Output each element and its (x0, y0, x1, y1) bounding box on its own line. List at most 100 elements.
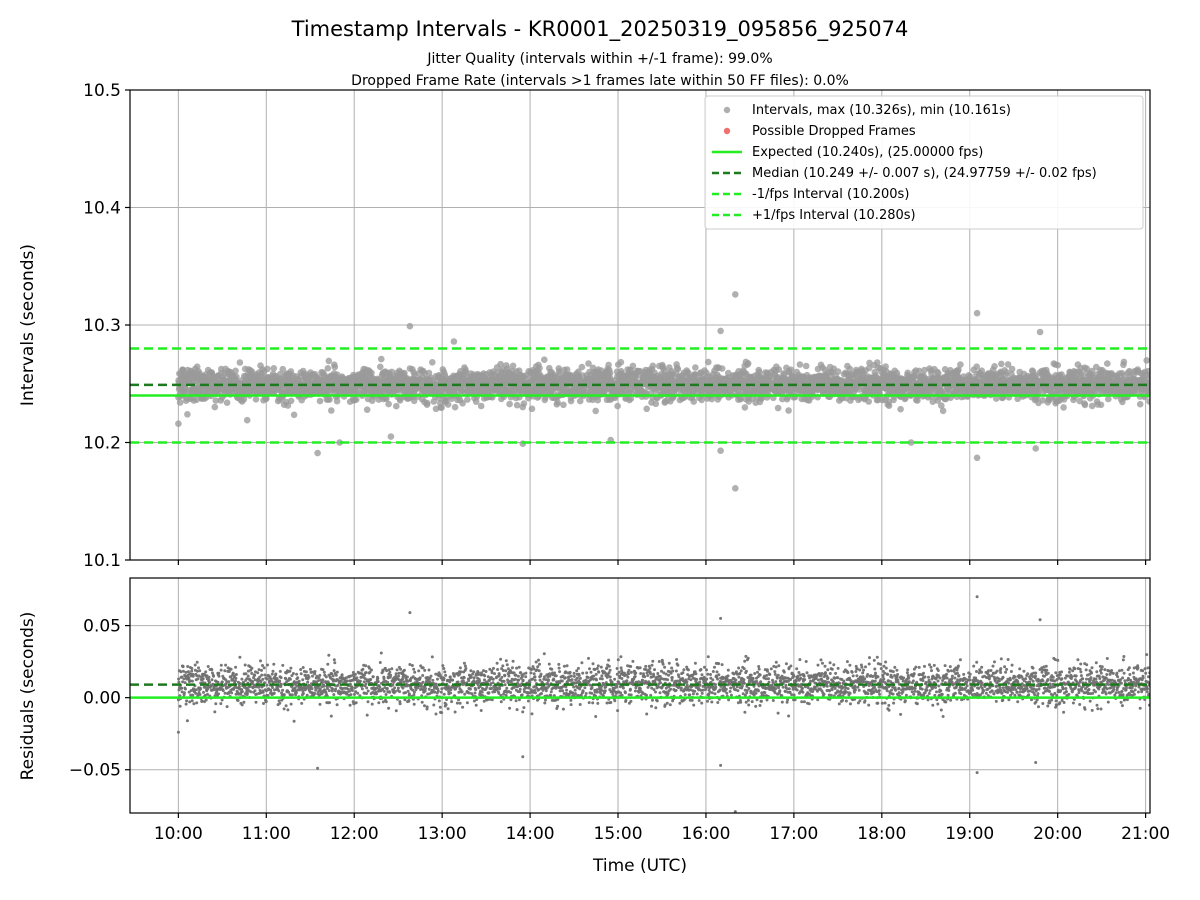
intervals-point (563, 366, 571, 373)
residuals-point (278, 701, 282, 705)
residuals-point (229, 667, 233, 671)
intervals-point (614, 402, 621, 410)
residuals-point (184, 702, 188, 706)
intervals-point (232, 367, 239, 375)
residuals-point (305, 693, 309, 697)
residuals-point (197, 666, 200, 670)
intervals-point (554, 399, 561, 406)
residuals-point (186, 665, 190, 668)
residuals-point (307, 675, 311, 679)
intervals-point (444, 401, 452, 408)
residuals-point (284, 704, 288, 708)
residuals-point (376, 676, 380, 680)
residuals-point (413, 670, 417, 674)
residuals-point (334, 687, 338, 691)
intervals-point (1104, 360, 1111, 367)
intervals-point (459, 400, 466, 407)
intervals-point (211, 403, 219, 411)
residuals-point (271, 686, 274, 689)
residuals-point (397, 674, 401, 678)
residuals-point (402, 680, 406, 684)
residuals-point (177, 680, 181, 684)
intervals-point (385, 400, 392, 408)
intervals-point (396, 397, 404, 404)
residuals-point (196, 677, 200, 681)
residuals-point (261, 677, 265, 681)
intervals-outlier-point (1032, 445, 1039, 452)
residuals-point (333, 661, 337, 665)
residuals-point (352, 692, 356, 696)
residuals-point (219, 702, 223, 706)
intervals-point (287, 397, 295, 405)
intervals-point (506, 400, 513, 408)
intervals-point (885, 402, 893, 410)
residuals-point (291, 672, 295, 675)
residuals-point (371, 675, 375, 679)
residuals-point (182, 691, 186, 695)
residuals-point (279, 682, 283, 686)
residuals-point (191, 693, 195, 697)
residuals-point (412, 693, 416, 697)
residuals-point (301, 666, 305, 669)
residuals-point (244, 672, 248, 676)
intervals-point (787, 366, 795, 374)
residuals-point (240, 690, 244, 694)
residuals-point (220, 698, 224, 702)
chart-title: Timestamp Intervals - KR0001_20250319_09… (291, 17, 909, 42)
intervals-reference-lines (130, 347, 1150, 444)
residuals-point (402, 668, 406, 672)
intervals-point (377, 363, 384, 371)
intervals-point (585, 360, 592, 367)
residuals-point (274, 672, 278, 676)
intervals-point (252, 396, 260, 403)
residuals-point (194, 688, 198, 692)
residuals-point (421, 680, 425, 684)
residuals-point (250, 671, 254, 675)
residuals-point (223, 669, 227, 673)
residuals-point (321, 678, 325, 682)
residuals-point (418, 676, 422, 680)
residuals-point (217, 674, 221, 678)
residuals-point (221, 689, 225, 693)
residuals-point (321, 668, 325, 672)
residuals-point (204, 698, 208, 702)
intervals-point (331, 363, 339, 371)
residuals-point (260, 668, 263, 672)
intervals-point (692, 364, 699, 371)
intervals-point (383, 395, 390, 403)
residuals-point (405, 675, 409, 679)
residuals-point (327, 689, 331, 693)
intervals-point (576, 397, 584, 405)
residuals-point (225, 705, 229, 709)
residuals-point (213, 710, 217, 714)
residuals-point (236, 699, 240, 702)
intervals-outlier-point (973, 454, 981, 462)
residuals-point (272, 691, 276, 695)
residuals-point (264, 699, 268, 703)
chart-subtitle-dropped: Dropped Frame Rate (intervals >1 frames … (351, 73, 849, 89)
residuals-point (349, 693, 353, 697)
intervals-point (560, 401, 567, 409)
intervals-point (652, 400, 660, 408)
residuals-point (355, 676, 359, 680)
intervals-point (279, 365, 287, 373)
residuals-point (301, 692, 305, 695)
residuals-point (436, 677, 439, 681)
residuals-point (356, 691, 360, 695)
residuals-point (412, 667, 416, 671)
intervals-point (513, 401, 521, 409)
residuals-point (301, 678, 305, 682)
residuals-point (345, 679, 349, 683)
residuals-point (378, 685, 382, 689)
residuals-point (253, 689, 257, 693)
intervals-outlier-point (243, 416, 251, 424)
residuals-point (350, 689, 354, 692)
residuals-point (430, 655, 434, 659)
residuals-point (417, 669, 421, 673)
intervals-outlier-point (732, 291, 739, 298)
intervals-point (438, 404, 445, 412)
intervals-point (998, 360, 1005, 368)
residuals-point (407, 699, 411, 702)
residuals-point (420, 700, 424, 704)
